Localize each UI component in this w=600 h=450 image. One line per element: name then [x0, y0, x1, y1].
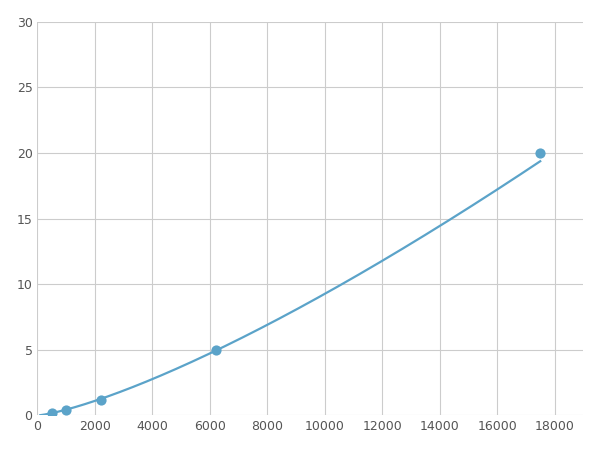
- Point: [535, 149, 545, 157]
- Point: [47, 409, 56, 416]
- Point: [211, 346, 220, 353]
- Point: [61, 407, 71, 414]
- Point: [96, 396, 106, 403]
